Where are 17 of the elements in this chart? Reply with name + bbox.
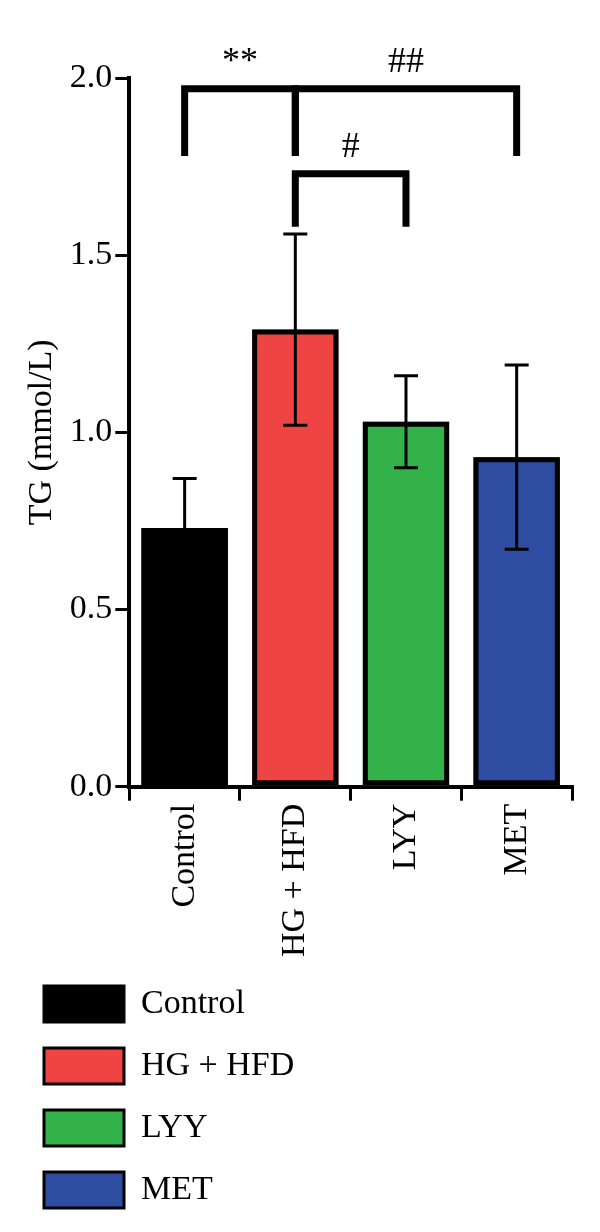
legend-label: Control (141, 982, 364, 1020)
y-axis-title: TG (mmol/L) (21, 339, 60, 526)
y-tick-label: 0.5 (69, 588, 113, 626)
annotation: ## (387, 40, 424, 81)
y-tick-label: 0.0 (69, 765, 113, 803)
x-tick-label: LYY (384, 803, 422, 871)
x-tick-label: MET (495, 803, 533, 876)
annotation: # (341, 125, 360, 166)
y-tick-label: 1.0 (69, 411, 113, 449)
x-tick-label: HG + HFD (274, 803, 312, 958)
annotation: ** (221, 40, 258, 81)
legend-label: LYY (141, 1106, 326, 1144)
legend-label: HG + HFD (141, 1044, 414, 1082)
legend-label: MET (141, 1168, 332, 1206)
x-tick-label: Control (163, 803, 201, 908)
y-tick-label: 1.5 (69, 234, 113, 272)
y-tick-label: 2.0 (69, 56, 113, 94)
